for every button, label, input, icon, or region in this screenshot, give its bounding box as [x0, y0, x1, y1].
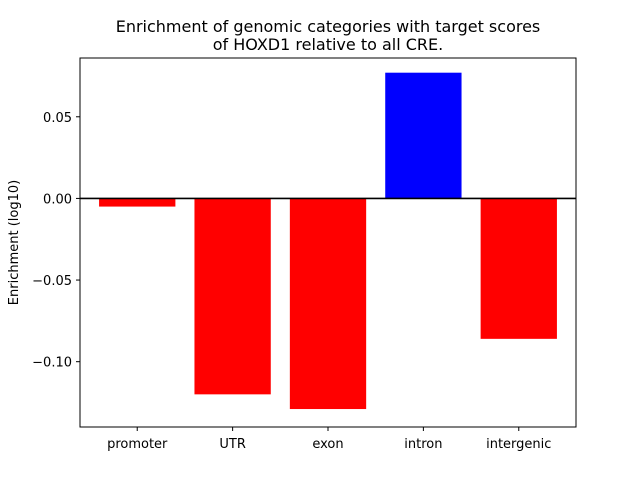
chart-title-line-2: of HOXD1 relative to all CRE. — [213, 35, 444, 54]
chart-title: Enrichment of genomic categories with ta… — [116, 17, 541, 54]
bar-promoter — [99, 198, 176, 207]
bars — [99, 72, 557, 410]
y-tick-label: −0.10 — [32, 356, 72, 371]
bar-exon — [289, 198, 367, 410]
y-axis: 0.05 0.00 −0.05 −0.10 — [32, 111, 80, 371]
y-axis-label: Enrichment (log10) — [7, 180, 22, 305]
x-tick-label-exon: exon — [312, 437, 343, 452]
bar-UTR — [194, 198, 271, 395]
x-tick-label-promoter: promoter — [107, 437, 168, 452]
bar-intron — [385, 72, 462, 199]
y-tick-label: 0.00 — [43, 192, 72, 207]
x-tick-label-UTR: UTR — [219, 437, 246, 452]
x-axis: promoter UTR exon intron intergenic — [107, 427, 551, 452]
chart-title-line-1: Enrichment of genomic categories with ta… — [116, 17, 541, 36]
y-tick-label: 0.05 — [43, 111, 72, 126]
x-tick-label-intron: intron — [404, 437, 442, 452]
y-tick-label: −0.05 — [32, 274, 72, 289]
x-tick-label-intergenic: intergenic — [486, 437, 551, 452]
bar-intergenic — [480, 198, 557, 339]
